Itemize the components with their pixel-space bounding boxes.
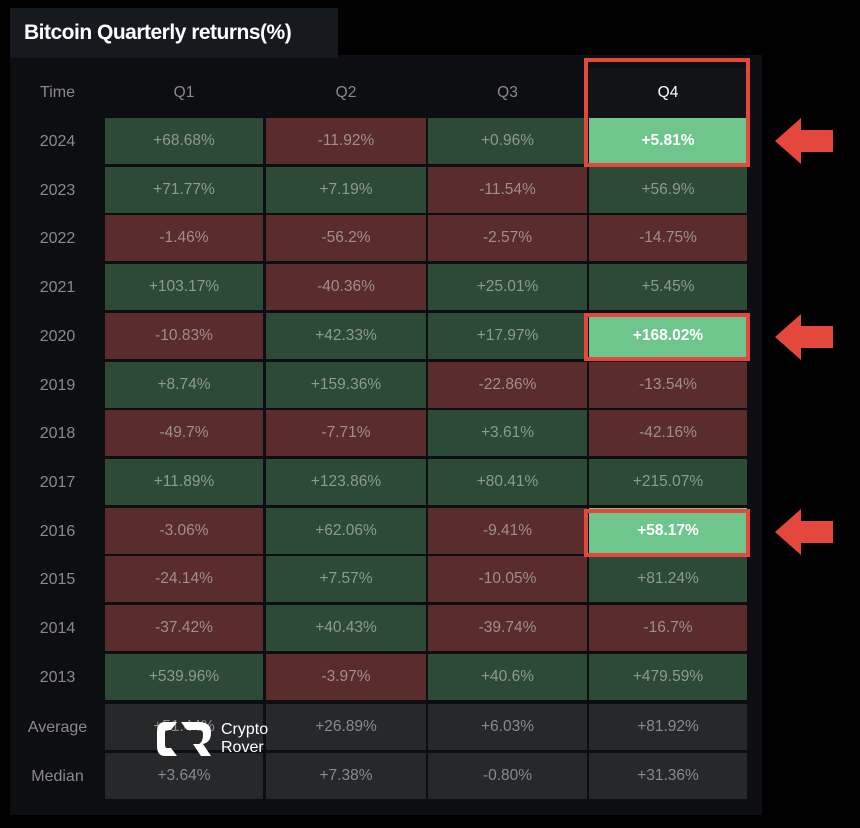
summary-label: Average: [27, 719, 88, 737]
return-cell: +68.68%: [105, 118, 263, 164]
return-cell: -11.92%: [266, 118, 426, 164]
arrow-left-icon: [775, 118, 833, 164]
highlight-box-2024-q4: [584, 58, 750, 167]
arrow-left-icon: [775, 509, 833, 555]
watermark-line1: Crypto: [221, 721, 269, 738]
watermark-line2: Rover: [221, 739, 264, 756]
return-cell: -13.54%: [589, 361, 747, 408]
return-cell: +159.36%: [266, 361, 426, 408]
return-cell: +56.9%: [589, 166, 747, 213]
return-cell: -9.41%: [428, 507, 587, 554]
return-cell: -7.71%: [266, 410, 426, 457]
summary-cell: +26.89%: [266, 704, 426, 751]
arrow-left-icon: [775, 314, 833, 360]
return-cell: -10.83%: [105, 312, 263, 359]
row-year: 2017: [39, 473, 76, 491]
row-year: 2015: [39, 571, 76, 589]
summary-label: Median: [31, 768, 84, 786]
summary-cell: -0.80%: [428, 753, 587, 800]
crypto-rover-logo-icon: [157, 722, 211, 756]
return-cell: +42.33%: [266, 312, 426, 359]
return-cell: -16.7%: [589, 605, 747, 651]
return-cell: +80.41%: [428, 458, 587, 505]
column-header-q3: Q3: [497, 84, 518, 101]
return-cell: +0.96%: [428, 118, 587, 164]
row-year: 2019: [39, 376, 76, 394]
watermark-logo: Crypto Rover: [155, 718, 268, 760]
return-cell: -3.97%: [266, 653, 426, 700]
return-cell: -3.06%: [105, 507, 263, 554]
row-year: 2020: [39, 327, 76, 345]
return-cell: +103.17%: [105, 264, 263, 311]
row-year: 2016: [39, 522, 76, 540]
return-cell: -11.54%: [428, 166, 587, 213]
return-cell: -56.2%: [266, 215, 426, 262]
column-header-q2: Q2: [335, 84, 357, 101]
return-cell: +123.86%: [266, 458, 426, 505]
return-cell: +71.77%: [105, 166, 263, 213]
return-cell: +539.96%: [105, 653, 263, 700]
return-cell: +11.89%: [105, 458, 263, 505]
return-cell: -40.36%: [266, 264, 426, 311]
return-cell: +62.06%: [266, 507, 426, 554]
return-cell: +8.74%: [105, 361, 263, 408]
return-cell: +81.24%: [589, 556, 747, 603]
return-cell: +3.61%: [428, 410, 587, 457]
return-cell: -1.46%: [105, 215, 263, 262]
return-cell: +7.57%: [266, 556, 426, 603]
row-year: 2013: [39, 668, 76, 686]
summary-cell: +7.38%: [266, 753, 426, 800]
return-cell: +17.97%: [428, 312, 587, 359]
return-cell: +25.01%: [428, 264, 587, 311]
return-cell: +215.07%: [589, 458, 747, 505]
row-year: 2022: [39, 230, 76, 248]
return-cell: +5.45%: [589, 264, 747, 311]
return-cell: -39.74%: [428, 605, 587, 651]
row-year: 2018: [39, 425, 76, 443]
return-cell: -49.7%: [105, 410, 263, 457]
return-cell: +40.6%: [428, 653, 587, 700]
return-cell: -37.42%: [105, 605, 263, 651]
column-header-time: Time: [40, 84, 75, 101]
summary-cell: +81.92%: [589, 704, 747, 751]
highlight-box-2016-q4: [584, 509, 750, 557]
return-cell: +479.59%: [589, 653, 747, 700]
return-cell: -10.05%: [428, 556, 587, 603]
row-year: 2021: [39, 279, 76, 297]
return-cell: -42.16%: [589, 410, 747, 457]
column-header-q1: Q1: [173, 84, 195, 101]
return-cell: +40.43%: [266, 605, 426, 651]
return-cell: +58.17%: [589, 507, 747, 554]
column-header-q4: Q4: [589, 68, 747, 118]
page-title: Bitcoin Quarterly returns(%): [10, 8, 338, 58]
summary-cell: +31.36%: [589, 753, 747, 800]
return-cell: -14.75%: [589, 215, 747, 262]
row-year: 2014: [39, 620, 76, 637]
return-cell: -2.57%: [428, 215, 587, 262]
summary-cell: +6.03%: [428, 704, 587, 751]
return-cell: +7.19%: [266, 166, 426, 213]
summary-cell: +3.64%: [105, 753, 263, 800]
row-year: 2023: [39, 181, 76, 199]
return-cell: -24.14%: [105, 556, 263, 603]
highlight-box-2020-q4: [584, 313, 750, 361]
return-cell: -22.86%: [428, 361, 587, 408]
summary-cell: +51.44%: [105, 704, 263, 751]
return-cell: +5.81%: [589, 118, 747, 164]
row-year: 2024: [39, 133, 76, 150]
return-cell: +168.02%: [589, 312, 747, 359]
